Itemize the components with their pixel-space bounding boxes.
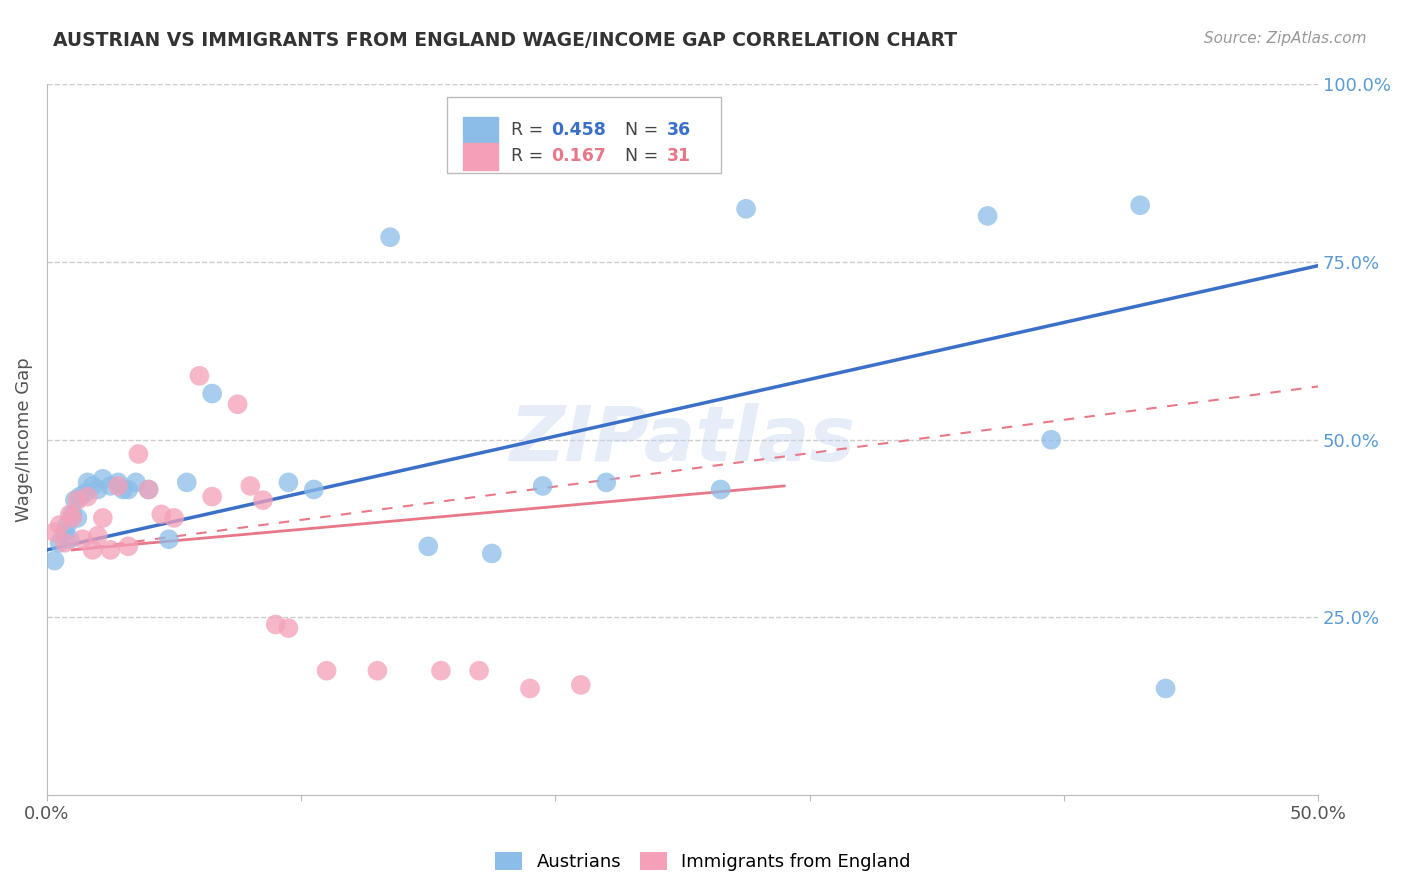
Point bbox=[60, 511, 83, 525]
Point bbox=[163, 511, 186, 525]
Point bbox=[430, 664, 453, 678]
Point bbox=[531, 479, 554, 493]
Point bbox=[315, 664, 337, 678]
Point bbox=[569, 678, 592, 692]
Text: R =: R = bbox=[510, 121, 548, 139]
Legend: Austrians, Immigrants from England: Austrians, Immigrants from England bbox=[488, 845, 918, 879]
Point bbox=[1040, 433, 1063, 447]
Text: 0.167: 0.167 bbox=[551, 147, 606, 165]
Point bbox=[48, 518, 70, 533]
Point bbox=[53, 536, 76, 550]
Point bbox=[176, 475, 198, 490]
Point bbox=[201, 490, 224, 504]
Point bbox=[277, 475, 299, 490]
FancyBboxPatch shape bbox=[447, 96, 721, 173]
Text: N =: N = bbox=[626, 121, 664, 139]
Point bbox=[302, 483, 325, 497]
Point bbox=[201, 386, 224, 401]
Point bbox=[976, 209, 998, 223]
Point bbox=[66, 493, 89, 508]
Point bbox=[59, 533, 82, 547]
Text: 36: 36 bbox=[668, 121, 692, 139]
Point bbox=[239, 479, 262, 493]
Text: ZIPatlas: ZIPatlas bbox=[509, 403, 855, 476]
Point bbox=[53, 525, 76, 540]
Point bbox=[76, 475, 98, 490]
Point bbox=[76, 490, 98, 504]
Point bbox=[117, 483, 139, 497]
Point bbox=[44, 553, 66, 567]
Point bbox=[127, 447, 149, 461]
Bar bbox=[463, 143, 498, 169]
Text: 31: 31 bbox=[668, 147, 692, 165]
Point bbox=[100, 479, 122, 493]
Point bbox=[82, 542, 104, 557]
Point bbox=[418, 539, 440, 553]
Text: Source: ZipAtlas.com: Source: ZipAtlas.com bbox=[1204, 31, 1367, 46]
Bar bbox=[463, 117, 498, 144]
Point bbox=[157, 533, 180, 547]
Point bbox=[710, 483, 733, 497]
Text: 0.458: 0.458 bbox=[551, 121, 606, 139]
Y-axis label: Wage/Income Gap: Wage/Income Gap bbox=[15, 358, 32, 522]
Point bbox=[188, 368, 211, 383]
Point bbox=[69, 490, 91, 504]
Point bbox=[91, 472, 114, 486]
Point bbox=[66, 511, 89, 525]
Point bbox=[107, 479, 129, 493]
Point bbox=[138, 483, 160, 497]
Point bbox=[87, 529, 110, 543]
Point bbox=[73, 486, 96, 500]
Point bbox=[366, 664, 388, 678]
Point bbox=[100, 542, 122, 557]
Point bbox=[48, 536, 70, 550]
Text: AUSTRIAN VS IMMIGRANTS FROM ENGLAND WAGE/INCOME GAP CORRELATION CHART: AUSTRIAN VS IMMIGRANTS FROM ENGLAND WAGE… bbox=[53, 31, 957, 50]
Point bbox=[138, 483, 160, 497]
Point bbox=[481, 546, 503, 560]
Point bbox=[44, 525, 66, 540]
Point bbox=[107, 475, 129, 490]
Point bbox=[1154, 681, 1177, 696]
Point bbox=[59, 508, 82, 522]
Text: R =: R = bbox=[510, 147, 548, 165]
Point bbox=[1129, 198, 1152, 212]
Point bbox=[56, 518, 79, 533]
Point bbox=[226, 397, 249, 411]
Point bbox=[112, 483, 135, 497]
Point bbox=[125, 475, 148, 490]
Point bbox=[252, 493, 274, 508]
Point bbox=[87, 483, 110, 497]
Point bbox=[82, 479, 104, 493]
Point bbox=[91, 511, 114, 525]
Point bbox=[264, 617, 287, 632]
Point bbox=[63, 493, 86, 508]
Point bbox=[277, 621, 299, 635]
Point bbox=[468, 664, 491, 678]
Text: N =: N = bbox=[626, 147, 664, 165]
Point bbox=[378, 230, 401, 244]
Point bbox=[150, 508, 173, 522]
Point bbox=[735, 202, 758, 216]
Point bbox=[595, 475, 617, 490]
Point bbox=[72, 533, 94, 547]
Point bbox=[60, 508, 83, 522]
Point bbox=[519, 681, 541, 696]
Point bbox=[117, 539, 139, 553]
